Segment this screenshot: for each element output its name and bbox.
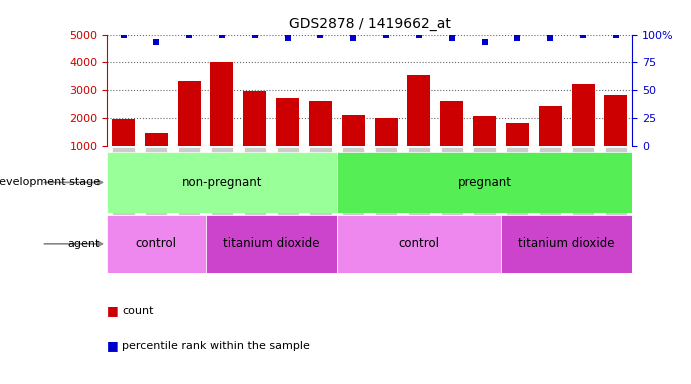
Bar bbox=[112, 119, 135, 146]
Text: ■: ■ bbox=[107, 305, 119, 318]
Bar bbox=[408, 75, 430, 146]
Text: pregnant: pregnant bbox=[457, 176, 511, 189]
Bar bbox=[506, 123, 529, 146]
Text: percentile rank within the sample: percentile rank within the sample bbox=[122, 341, 310, 351]
Text: control: control bbox=[399, 237, 439, 250]
Bar bbox=[309, 101, 332, 146]
Bar bbox=[605, 95, 627, 146]
Bar bbox=[206, 215, 337, 273]
Bar bbox=[145, 132, 168, 146]
Text: non-pregnant: non-pregnant bbox=[182, 176, 262, 189]
Text: control: control bbox=[136, 237, 177, 250]
Bar bbox=[473, 116, 496, 146]
Bar bbox=[571, 84, 594, 146]
Bar bbox=[375, 118, 397, 146]
Bar bbox=[211, 63, 234, 146]
Text: count: count bbox=[122, 306, 154, 316]
Bar bbox=[276, 98, 299, 146]
Bar bbox=[501, 215, 632, 273]
Bar bbox=[178, 81, 200, 146]
Text: titanium dioxide: titanium dioxide bbox=[518, 237, 615, 250]
Text: titanium dioxide: titanium dioxide bbox=[223, 237, 319, 250]
Bar bbox=[107, 152, 337, 213]
Text: ■: ■ bbox=[107, 339, 119, 352]
Bar bbox=[337, 152, 632, 213]
Bar bbox=[440, 101, 463, 146]
Bar bbox=[243, 91, 266, 146]
Bar bbox=[107, 215, 206, 273]
Bar bbox=[539, 106, 562, 146]
Text: agent: agent bbox=[68, 239, 100, 249]
Bar bbox=[342, 115, 365, 146]
Title: GDS2878 / 1419662_at: GDS2878 / 1419662_at bbox=[289, 17, 451, 31]
Text: development stage: development stage bbox=[0, 177, 100, 187]
Bar bbox=[337, 215, 501, 273]
